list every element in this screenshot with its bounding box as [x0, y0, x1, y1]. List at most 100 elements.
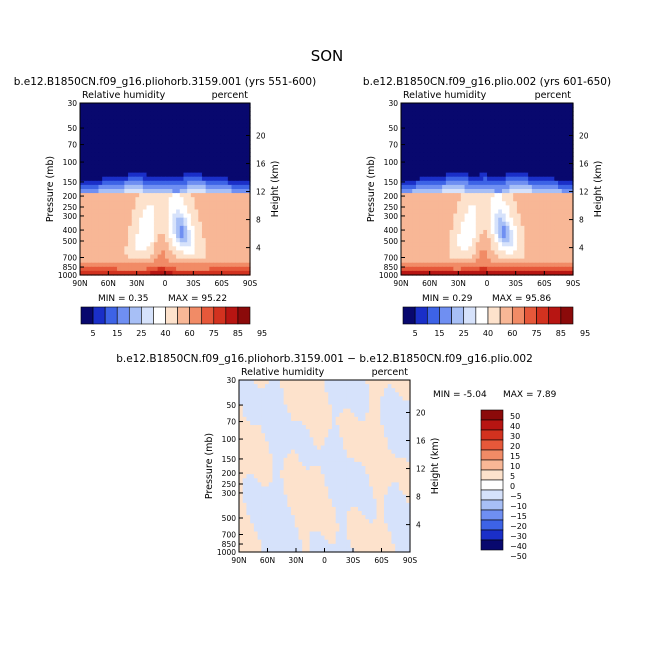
field-cell: [257, 408, 262, 414]
field-cell: [150, 201, 155, 206]
field-cell: [190, 152, 196, 157]
field-cell: [487, 184, 492, 190]
field-cell: [543, 127, 548, 133]
field-cell: [543, 258, 548, 264]
field-cell: [209, 111, 214, 116]
field-cell: [406, 400, 411, 406]
field-cell: [391, 457, 396, 463]
field-cell: [168, 127, 173, 133]
field-cell: [157, 164, 162, 170]
field-cell: [120, 193, 125, 198]
field-cell: [242, 262, 247, 268]
field-cell: [402, 408, 407, 414]
field-cell: [309, 420, 314, 426]
field-cell: [546, 197, 552, 202]
field-cell: [395, 380, 400, 385]
field-cell: [146, 246, 151, 252]
field-cell: [183, 225, 188, 231]
field-cell: [464, 242, 469, 247]
field-cell: [279, 433, 285, 438]
field-cell: [268, 433, 274, 438]
field-cell: [80, 143, 85, 149]
field-cell: [157, 201, 162, 206]
field-cell: [546, 103, 552, 108]
field-cell: [513, 246, 518, 252]
field-cell: [227, 107, 233, 112]
field-cell: [276, 396, 281, 402]
field-cell: [87, 221, 92, 227]
field-cell: [298, 380, 303, 385]
field-cell: [120, 152, 125, 157]
field-cell: [487, 123, 492, 129]
field-cell: [513, 193, 518, 198]
field-cell: [516, 234, 522, 239]
field-cell: [528, 254, 533, 260]
field-cell: [205, 172, 210, 178]
field-cell: [190, 213, 196, 219]
field-cell: [224, 221, 229, 227]
field-cell: [120, 148, 125, 153]
field-cell: [427, 234, 432, 239]
field-cell: [383, 441, 389, 447]
field-cell: [402, 404, 407, 410]
field-cell: [354, 461, 359, 467]
field-cell: [216, 242, 222, 247]
field-cell: [205, 242, 210, 247]
field-cell: [135, 107, 140, 112]
field-cell: [150, 180, 155, 186]
field-cell: [457, 193, 462, 198]
field-cell: [438, 139, 443, 145]
field-cell: [201, 217, 207, 223]
field-cell: [524, 107, 529, 112]
field-cell: [201, 246, 207, 252]
field-cell: [453, 131, 458, 137]
field-cell: [487, 250, 492, 256]
field-cell: [460, 234, 466, 239]
field-cell: [116, 270, 122, 276]
field-cell: [546, 156, 552, 161]
field-cell: [449, 119, 454, 125]
field-cell: [198, 270, 203, 276]
field-cell: [87, 197, 92, 202]
field-cell: [487, 197, 492, 202]
field-cell: [449, 238, 454, 243]
field-cell: [516, 131, 522, 137]
field-cell: [87, 127, 92, 133]
field-cell: [113, 184, 118, 190]
field-cell: [505, 229, 511, 235]
field-cell: [505, 225, 511, 231]
field-cell: [80, 189, 85, 194]
field-cell: [161, 160, 166, 166]
field-cell: [309, 396, 314, 402]
field-cell: [213, 229, 218, 235]
field-cell: [449, 209, 454, 215]
field-cell: [543, 221, 548, 227]
field-cell: [150, 213, 155, 219]
field-cell: [250, 433, 255, 438]
field-cell: [513, 176, 518, 182]
field-cell: [328, 466, 333, 471]
field-cell: [535, 180, 540, 186]
field-cell: [408, 164, 413, 170]
field-cell: [550, 193, 555, 198]
field-cell: [216, 270, 222, 276]
field-cell: [150, 266, 155, 272]
field-cell: [135, 209, 140, 215]
field-cell: [528, 119, 533, 125]
field-cell: [294, 392, 300, 397]
field-cell: [190, 148, 196, 153]
field-cell: [205, 246, 210, 252]
field-cell: [150, 119, 155, 125]
field-cell: [398, 433, 404, 438]
field-cell: [468, 143, 473, 149]
field-cell: [128, 148, 133, 153]
field-cell: [238, 221, 244, 227]
field-cell: [524, 111, 529, 116]
field-cell: [487, 115, 492, 120]
left-label: Relative humidity: [241, 367, 325, 378]
field-cell: [501, 127, 507, 133]
field-cell: [113, 156, 118, 161]
field-cell: [561, 139, 567, 145]
field-cell: [528, 176, 533, 182]
field-cell: [146, 213, 151, 219]
